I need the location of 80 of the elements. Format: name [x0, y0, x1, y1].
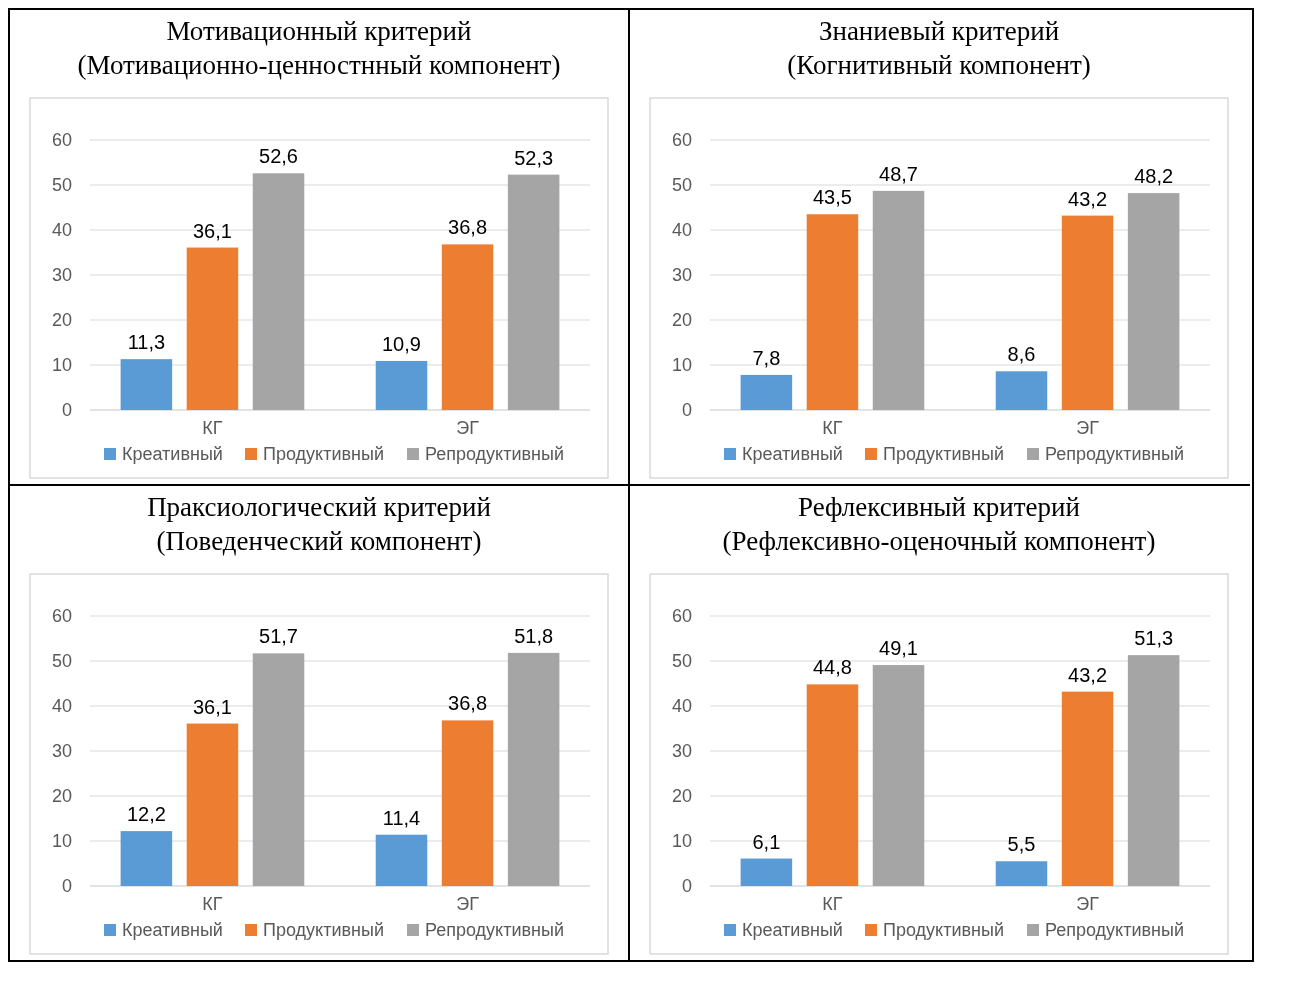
- data-label: 11,4: [382, 806, 421, 829]
- data-label: 12,2: [126, 803, 166, 826]
- chart-subtitle: (Поведенческий компонент): [156, 526, 482, 556]
- data-label: 51,8: [514, 624, 554, 647]
- chart-subtitle: (Когнитивный компонент): [787, 50, 1091, 80]
- data-label: 11,3: [127, 331, 166, 354]
- chart-subtitle: (Мотивационно-ценностнный компонент): [77, 50, 561, 80]
- x-tick-label: КГ: [202, 894, 223, 914]
- y-tick-label: 30: [51, 741, 72, 762]
- legend-label: Репродуктивный: [425, 920, 564, 940]
- chart-title: Знаниевый критерий: [818, 16, 1060, 46]
- data-label: 48,2: [1134, 165, 1174, 188]
- y-tick-label: 20: [51, 786, 72, 807]
- legend-label: Репродуктивный: [1045, 920, 1184, 940]
- y-tick-label: 60: [671, 130, 692, 151]
- data-label: 36,1: [192, 219, 232, 242]
- y-tick-label: 10: [671, 355, 692, 376]
- data-label: 51,7: [259, 625, 298, 648]
- legend-label: Продуктивный: [883, 920, 1004, 940]
- y-tick-label: 40: [51, 220, 72, 241]
- y-tick-label: 40: [671, 696, 692, 717]
- y-tick-label: 30: [51, 265, 72, 286]
- x-tick-label: ЭГ: [456, 894, 480, 914]
- y-tick-label: 10: [51, 355, 72, 376]
- data-label: 7,8: [752, 346, 781, 369]
- data-label: 36,8: [448, 216, 488, 239]
- x-tick-label: ЭГ: [1076, 894, 1100, 914]
- y-tick-label: 30: [671, 741, 692, 762]
- data-label: 43,2: [1068, 187, 1108, 210]
- data-label: 52,6: [259, 145, 298, 168]
- y-tick-label: 30: [671, 265, 692, 286]
- legend-label: Креативный: [742, 444, 843, 464]
- y-tick-label: 0: [681, 400, 692, 421]
- data-label: 36,1: [192, 695, 232, 718]
- data-label: 36,8: [448, 692, 488, 715]
- data-label: 5,5: [1007, 833, 1036, 856]
- y-tick-label: 20: [671, 786, 692, 807]
- y-tick-label: 10: [51, 831, 72, 852]
- legend-label: Продуктивный: [263, 920, 384, 940]
- y-tick-label: 0: [61, 400, 72, 421]
- data-label: 43,2: [1068, 663, 1108, 686]
- data-label: 43,5: [812, 186, 852, 209]
- y-tick-label: 40: [671, 220, 692, 241]
- data-label: 44,8: [812, 656, 852, 679]
- chart-subtitle: (Рефлексивно-оценочный компонент): [722, 526, 1156, 556]
- legend-label: Креативный: [122, 920, 223, 940]
- x-tick-label: ЭГ: [456, 418, 480, 438]
- chart-title: Праксиологический критерий: [147, 492, 491, 522]
- y-tick-label: 0: [61, 876, 72, 897]
- data-label: 52,3: [514, 146, 554, 169]
- y-tick-label: 10: [671, 831, 692, 852]
- x-tick-label: ЭГ: [1076, 418, 1100, 438]
- y-tick-label: 50: [671, 175, 692, 196]
- chart-title: Рефлексивный критерий: [798, 492, 1080, 522]
- data-label: 6,1: [752, 830, 781, 853]
- y-tick-label: 20: [51, 310, 72, 331]
- data-label: 48,7: [879, 162, 918, 185]
- y-tick-label: 40: [51, 696, 72, 717]
- legend-label: Креативный: [742, 920, 843, 940]
- y-tick-label: 60: [671, 606, 692, 627]
- legend-label: Продуктивный: [883, 444, 1004, 464]
- x-tick-label: КГ: [822, 418, 843, 438]
- y-tick-label: 0: [681, 876, 692, 897]
- legend-label: Репродуктивный: [1045, 444, 1184, 464]
- y-tick-label: 60: [51, 606, 72, 627]
- chart-title: Мотивационный критерий: [166, 16, 472, 46]
- legend-label: Репродуктивный: [425, 444, 564, 464]
- x-tick-label: КГ: [822, 894, 843, 914]
- data-label: 8,6: [1007, 343, 1036, 366]
- y-tick-label: 50: [671, 651, 692, 672]
- data-label: 49,1: [879, 637, 918, 660]
- x-tick-label: КГ: [202, 418, 223, 438]
- data-label: 51,3: [1134, 627, 1174, 650]
- legend-label: Креативный: [122, 444, 223, 464]
- legend-label: Продуктивный: [263, 444, 384, 464]
- y-tick-label: 50: [51, 175, 72, 196]
- y-tick-label: 50: [51, 651, 72, 672]
- y-tick-label: 20: [671, 310, 692, 331]
- y-tick-label: 60: [51, 130, 72, 151]
- data-label: 10,9: [382, 332, 421, 355]
